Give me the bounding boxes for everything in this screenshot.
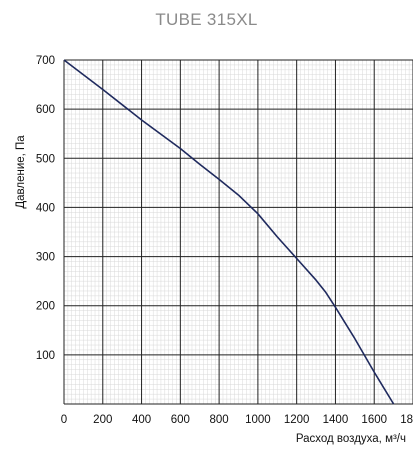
x-tick-label: 800 — [210, 414, 229, 426]
x-tick-label: 1600 — [361, 414, 387, 426]
x-tick-label: 0 — [61, 414, 67, 426]
major-grid — [63, 59, 413, 405]
x-tick-label: 1400 — [323, 414, 349, 426]
series-layer — [63, 59, 395, 405]
axis-titles: Расход воздуха, м³/ч Давление, Па — [15, 135, 406, 445]
x-tick-label: 1200 — [284, 414, 310, 426]
minor-grid — [63, 59, 413, 405]
y-tick-label: 600 — [36, 104, 55, 116]
curve-line — [63, 59, 395, 405]
y-tick-label: 500 — [36, 153, 55, 165]
y-tick-label: 300 — [36, 252, 55, 264]
x-tick-label: 600 — [171, 414, 190, 426]
y-tick-label: 100 — [36, 350, 55, 362]
y-tick-label: 200 — [36, 301, 55, 313]
x-tick-label: 400 — [132, 414, 151, 426]
chart-title: TUBE 315XL — [155, 10, 258, 29]
tick-labels: 0 200 400 600 800 1000 1200 1400 1600 1800 100 200 3… — [36, 55, 413, 426]
y-tick-label: 700 — [36, 55, 55, 67]
y-axis-title: Давление, Па — [15, 135, 27, 209]
x-tick-label: 200 — [93, 414, 112, 426]
x-tick-label: 1800 — [400, 414, 413, 426]
y-tick-label: 400 — [36, 202, 55, 214]
x-axis-title: Расход воздуха, м³/ч — [296, 433, 406, 445]
x-tick-label: 1000 — [245, 414, 271, 426]
